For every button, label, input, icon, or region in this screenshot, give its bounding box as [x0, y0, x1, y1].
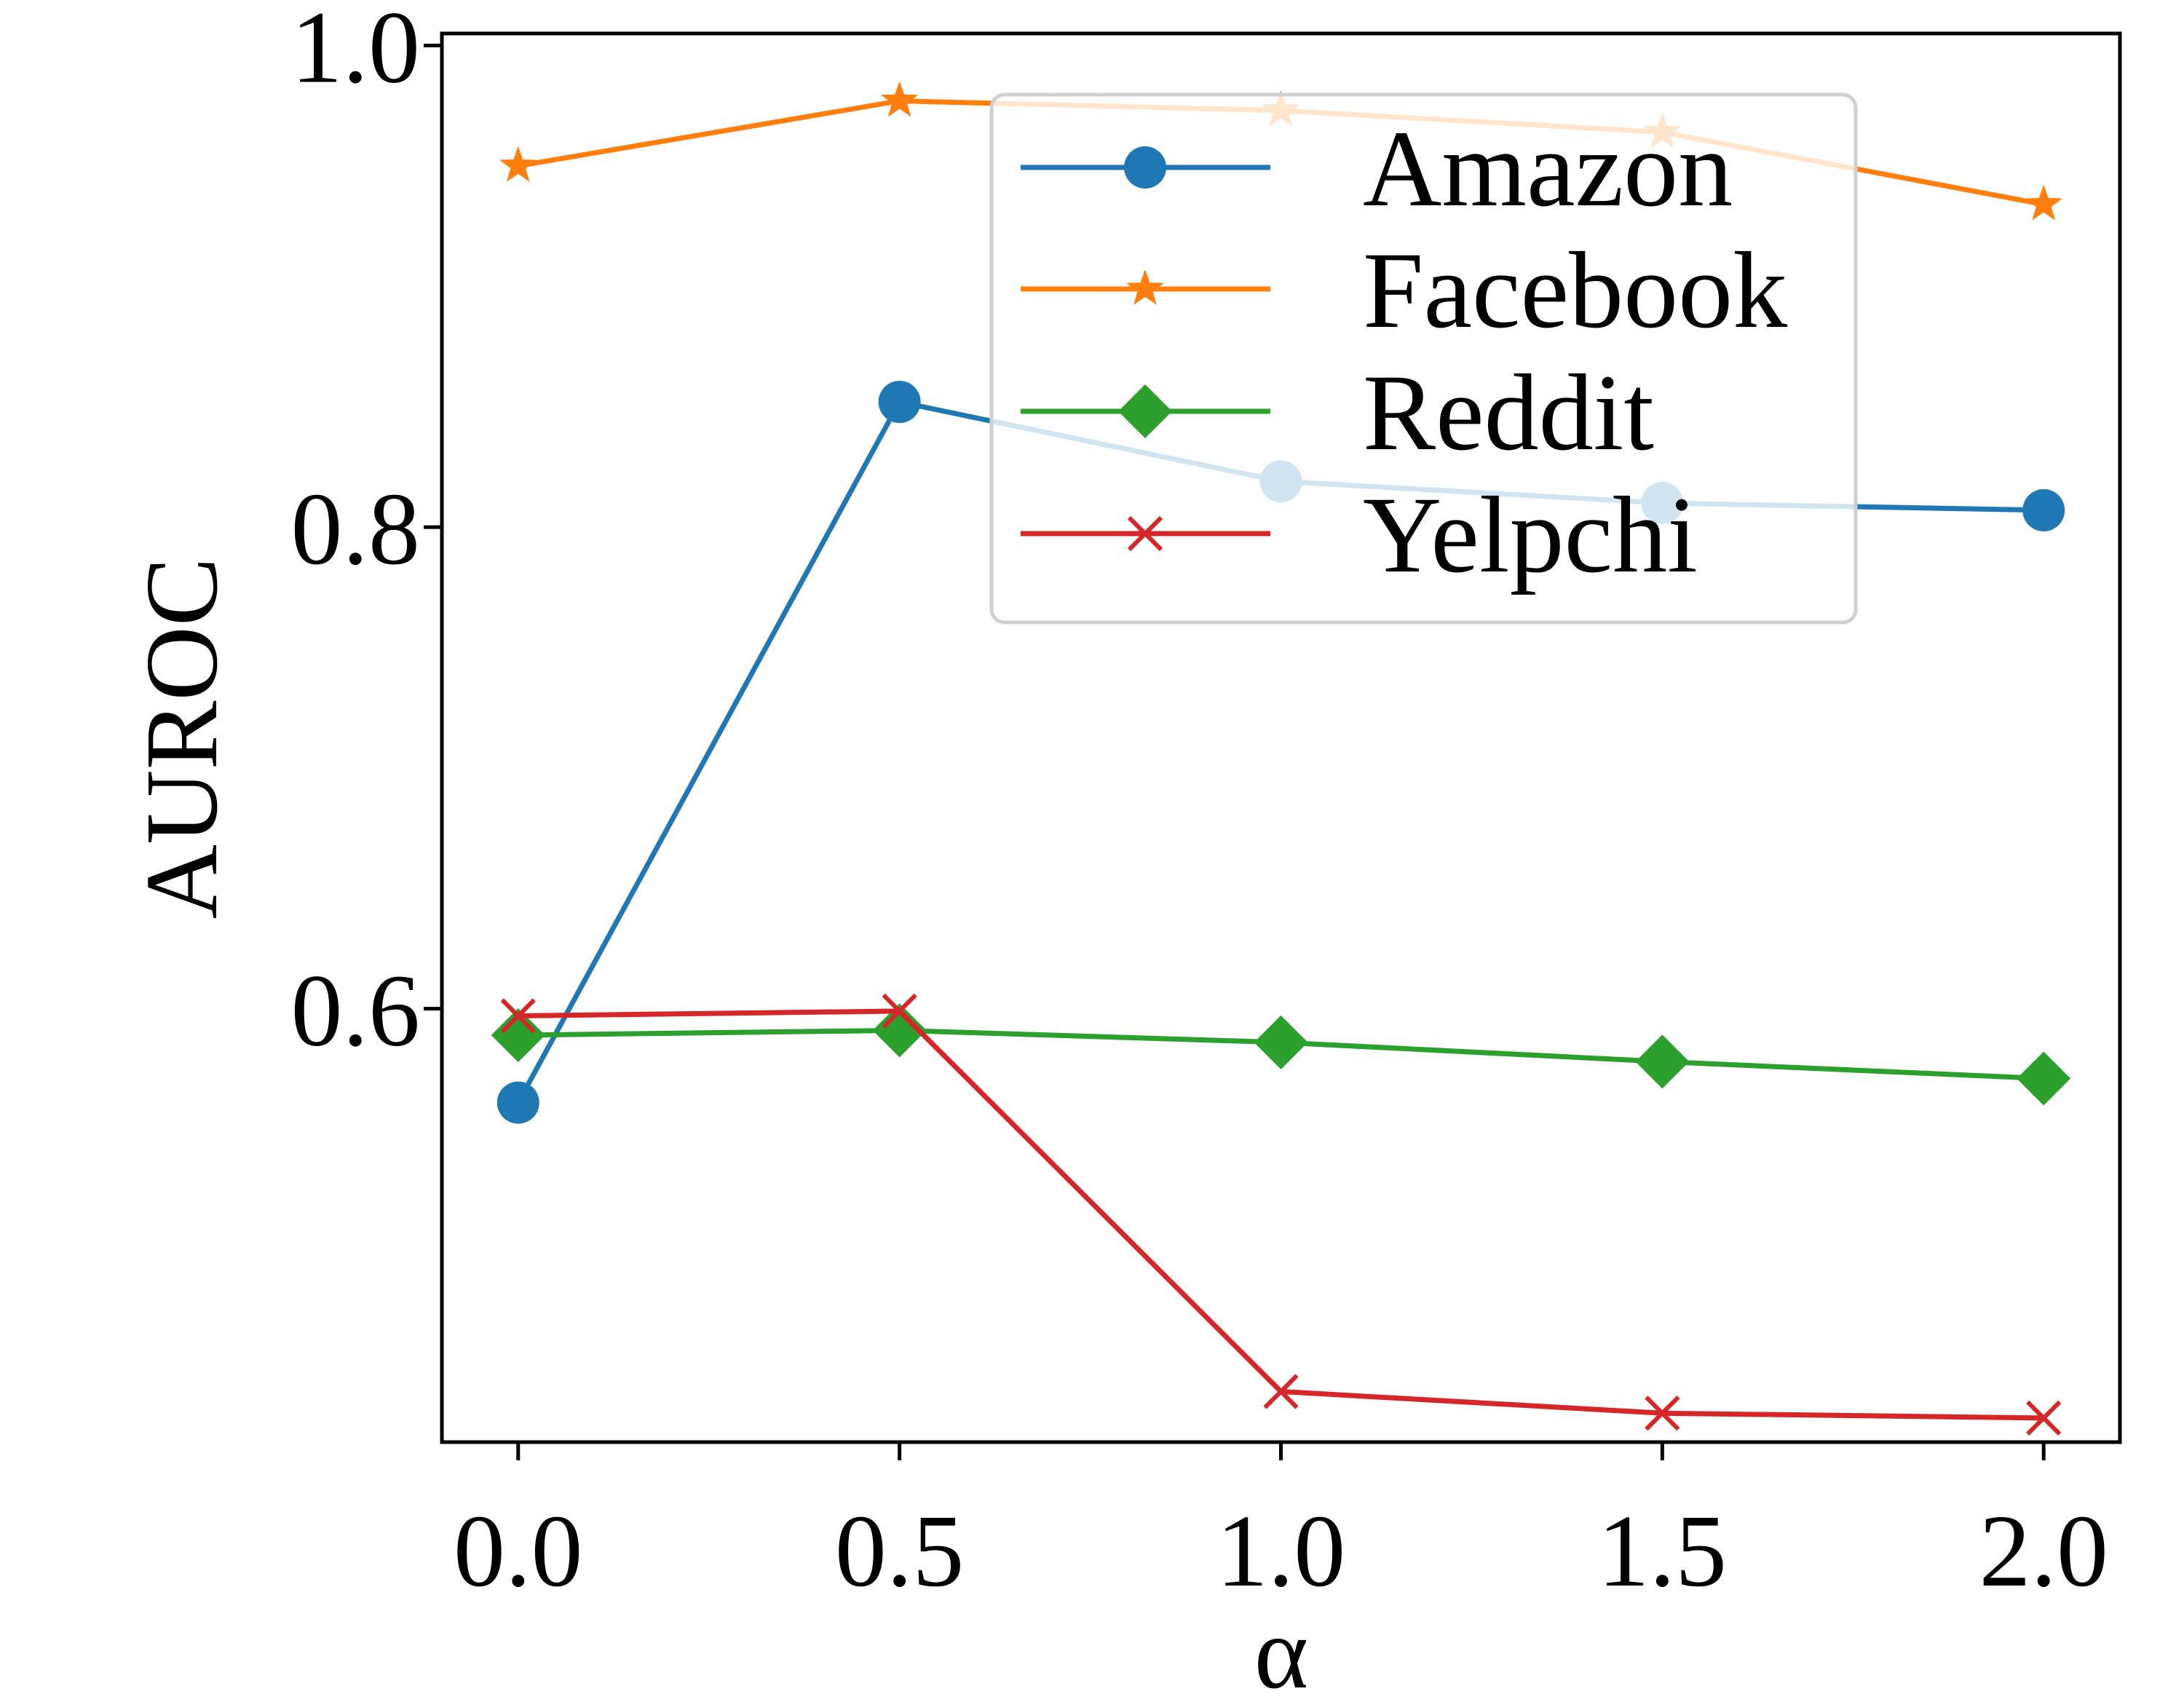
y-axis: 0.6 0.8 1.0 — [291, 0, 442, 1068]
data-point-yelpchi — [1645, 1396, 1680, 1431]
legend-entry-reddit: Reddit — [1021, 352, 1654, 473]
y-tick-label: 0.8 — [291, 471, 421, 586]
legend-label-yelpchi: Yelpchi — [1363, 475, 1698, 595]
data-point-reddit — [872, 1003, 927, 1058]
legend-entry-yelpchi: Yelpchi — [1021, 475, 1698, 595]
x-axis: 0.0 0.5 1.0 1.5 2.0 — [454, 1442, 2108, 1608]
data-point-facebook — [2025, 184, 2062, 221]
legend-label-amazon: Amazon — [1363, 108, 1733, 229]
data-point-reddit — [1254, 1015, 1308, 1069]
x-tick-label: 0.0 — [454, 1493, 583, 1608]
data-point-yelpchi — [1263, 1374, 1299, 1409]
series-reddit — [491, 1003, 2071, 1106]
data-point-yelpchi — [2026, 1400, 2062, 1436]
y-tick-label: 1.0 — [291, 0, 421, 105]
data-point-amazon — [496, 1081, 539, 1124]
x-tick-label: 1.0 — [1216, 1493, 1346, 1608]
legend-marker-reddit — [1118, 384, 1172, 438]
data-point-facebook — [499, 146, 537, 182]
data-point-reddit — [2017, 1051, 2071, 1106]
data-point-yelpchi — [882, 993, 917, 1029]
x-tick-label: 1.5 — [1598, 1493, 1728, 1608]
legend-entry-amazon: Amazon — [1021, 108, 1733, 229]
legend-box — [989, 92, 1858, 625]
data-point-yelpchi — [500, 998, 536, 1034]
legend-marker-amazon — [1124, 146, 1166, 189]
legend-label-facebook: Facebook — [1363, 230, 1787, 351]
legend-marker-facebook — [1126, 269, 1164, 305]
legend-entry-facebook: Facebook — [1021, 230, 1787, 351]
data-point-reddit — [491, 1008, 545, 1062]
y-axis-label: AUROC — [124, 557, 239, 919]
legend-marker-yelpchi — [1127, 515, 1163, 552]
data-point-amazon — [878, 381, 921, 424]
x-tick-label: 2.0 — [1979, 1493, 2108, 1608]
y-tick-label: 0.6 — [291, 953, 421, 1068]
legend-label-reddit: Reddit — [1363, 352, 1654, 473]
x-axis-label: α — [1254, 1595, 1308, 1702]
data-point-facebook — [881, 81, 919, 117]
x-tick-label: 0.5 — [835, 1493, 965, 1608]
series-yelpchi — [500, 993, 2062, 1436]
data-point-amazon — [2022, 488, 2065, 531]
data-point-reddit — [1635, 1034, 1690, 1089]
